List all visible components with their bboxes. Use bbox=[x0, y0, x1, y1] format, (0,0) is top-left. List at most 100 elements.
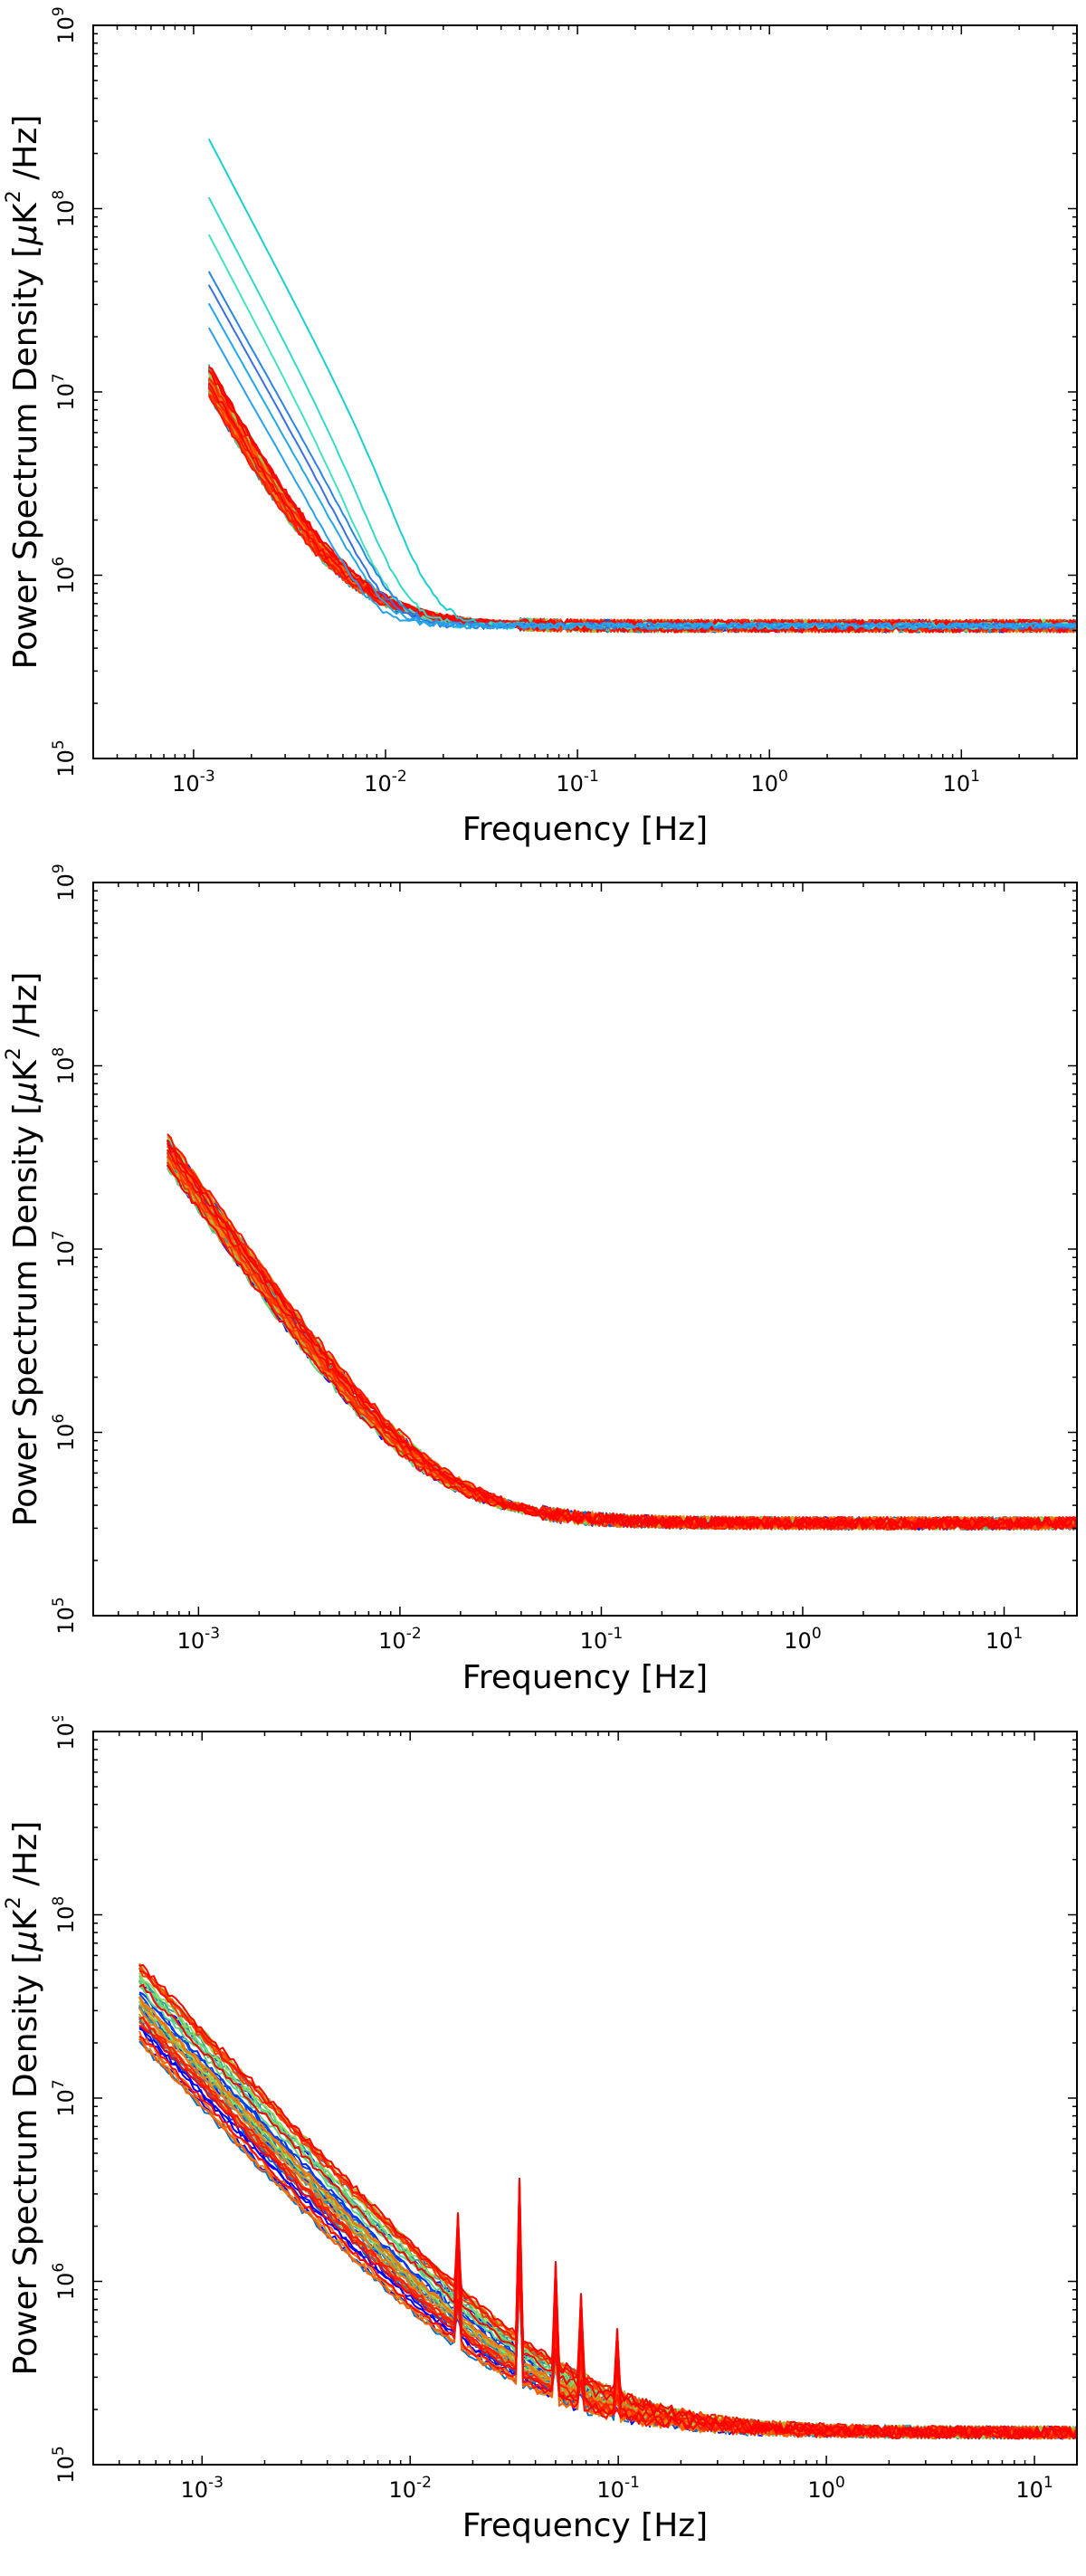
series-line-3-9 bbox=[138, 1992, 1077, 2440]
series-line-1-17 bbox=[207, 371, 1077, 634]
x-tick-label-1-2: 10-2 bbox=[364, 768, 407, 797]
series-line-1-49 bbox=[207, 369, 1077, 634]
series-line-1-40 bbox=[207, 386, 1077, 634]
series-line-3-32 bbox=[138, 2013, 1077, 2440]
series-line-3-45 bbox=[138, 2017, 1077, 2440]
chart-svg-3: 10-3 10-2 10-1 100 101 105 106 107 108 109 Frequen… bbox=[3, 1716, 1078, 2544]
axes-frame-1 bbox=[92, 24, 1078, 759]
y-tick-label-3-4: 108 bbox=[50, 1896, 79, 1933]
series-line-3-18 bbox=[138, 2008, 1077, 2439]
series-line-1-28 bbox=[208, 392, 1077, 634]
outlier-7-line-1 bbox=[207, 327, 1077, 631]
series-line-3-26 bbox=[138, 2000, 1077, 2439]
series-line-1-47 bbox=[208, 366, 1077, 634]
series-line-3-38 bbox=[138, 2030, 1077, 2440]
series-line-3-15 bbox=[138, 1967, 1077, 2439]
series-line-2-50 bbox=[166, 1142, 1077, 1531]
chart-panel-2: 10-3 10-2 10-1 100 101 105 106 107 108 109 Frequen… bbox=[0, 858, 1086, 1716]
series-line-1-32 bbox=[208, 384, 1077, 634]
y-axis-title-3: Power Spectrum Density [μK2 /Hz] bbox=[3, 1821, 44, 2376]
y-tick-label-2-3: 107 bbox=[50, 1230, 79, 1267]
chart-panel-1: 10-3 10-2 10-1 100 101 105 106 107 108 109 Frequen… bbox=[0, 0, 1086, 858]
series-line-3-37 bbox=[138, 1997, 1077, 2439]
series-line-1-29 bbox=[207, 373, 1077, 634]
series-line-3-42 bbox=[138, 1968, 1077, 2439]
series-line-1-12 bbox=[207, 368, 1077, 634]
series-line-3-22 bbox=[138, 1980, 1077, 2439]
series-line-1-33 bbox=[208, 395, 1077, 634]
x-tick-label-1-3: 10-1 bbox=[556, 768, 599, 797]
series-line-3-49 bbox=[138, 1983, 1077, 2440]
y-tick-label-1-4: 108 bbox=[50, 190, 79, 227]
series-line-3-27 bbox=[138, 1971, 1077, 2440]
series-line-3-50 bbox=[138, 1964, 1077, 2440]
x-tick-label-2-3: 10-1 bbox=[580, 1625, 624, 1654]
series-line-3-7 bbox=[138, 1991, 1077, 2439]
chart-svg-1: 10-3 10-2 10-1 100 101 105 106 107 108 109 Frequen… bbox=[3, 6, 1078, 848]
y-tick-label-2-5: 109 bbox=[50, 863, 79, 901]
y-tick-label-2-2: 106 bbox=[50, 1414, 79, 1451]
series-line-1-35 bbox=[207, 386, 1077, 634]
series-line-3-25 bbox=[138, 1963, 1077, 2440]
series-line-3-41 bbox=[138, 1963, 1077, 2440]
series-line-1-42 bbox=[208, 369, 1077, 634]
series-line-3-46 bbox=[138, 1970, 1077, 2440]
series-line-3-40 bbox=[138, 1964, 1077, 2440]
series-line-1-41 bbox=[207, 393, 1077, 634]
series-line-3-33 bbox=[138, 2003, 1077, 2440]
series-line-3-19 bbox=[138, 1975, 1077, 2440]
x-tick-label-1-4: 100 bbox=[751, 768, 788, 797]
series-line-2-22 bbox=[167, 1156, 1077, 1531]
plot-area-2 bbox=[166, 1133, 1077, 1531]
series-line-1-36 bbox=[207, 388, 1077, 634]
x-tick-label-2-1: 10-3 bbox=[177, 1625, 221, 1654]
outlier-6-line-1 bbox=[207, 302, 1077, 631]
series-line-3-1 bbox=[138, 1980, 1077, 2440]
series-line-1-30 bbox=[207, 370, 1077, 634]
x-tick-label-3-1: 10-3 bbox=[180, 2474, 224, 2503]
series-line-1-11 bbox=[207, 371, 1077, 634]
series-line-3-3 bbox=[138, 2026, 1077, 2440]
y-tick-label-2-1: 105 bbox=[50, 1597, 79, 1634]
series-line-3-48 bbox=[138, 2024, 1077, 2440]
series-line-3-28 bbox=[138, 2015, 1077, 2440]
ticks-1 bbox=[92, 24, 1078, 759]
series-line-3-21 bbox=[138, 1980, 1077, 2439]
series-line-3-23 bbox=[138, 1985, 1077, 2440]
axes-frame-3 bbox=[92, 1731, 1078, 2466]
series-line-3-13 bbox=[138, 2001, 1077, 2440]
series-line-3-24 bbox=[138, 1978, 1077, 2440]
series-line-1-20 bbox=[207, 364, 1077, 634]
x-axis-title-2: Frequency [Hz] bbox=[462, 1659, 708, 1696]
series-line-1-15 bbox=[207, 369, 1077, 634]
series-line-2-33 bbox=[167, 1159, 1077, 1531]
series-line-3-34 bbox=[138, 2036, 1077, 2440]
series-line-1-7 bbox=[207, 386, 1077, 634]
x-tick-label-3-2: 10-2 bbox=[388, 2474, 432, 2503]
series-line-1-1 bbox=[207, 372, 1077, 634]
series-line-3-20 bbox=[138, 2000, 1077, 2440]
x-axis-title-1: Frequency [Hz] bbox=[462, 811, 708, 848]
series-line-3-17 bbox=[138, 2018, 1077, 2440]
x-tick-label-3-3: 10-1 bbox=[596, 2474, 640, 2503]
series-line-3-11 bbox=[138, 1996, 1077, 2440]
series-line-3-4 bbox=[138, 2037, 1077, 2440]
series-line-3-43 bbox=[138, 2021, 1077, 2440]
y-tick-label-1-5: 109 bbox=[50, 6, 79, 43]
series-line-3-29 bbox=[138, 1997, 1077, 2439]
series-line-3-12 bbox=[138, 2020, 1077, 2439]
x-tick-label-1-1: 10-3 bbox=[172, 768, 215, 797]
series-line-3-10 bbox=[138, 2016, 1077, 2440]
series-line-1-5 bbox=[207, 368, 1077, 634]
series-line-1-46 bbox=[207, 395, 1077, 634]
series-line-1-24 bbox=[207, 376, 1077, 634]
series-line-1-2 bbox=[207, 387, 1077, 634]
series-line-3-39 bbox=[138, 2037, 1077, 2439]
series-line-1-18 bbox=[207, 390, 1077, 634]
series-line-1-45 bbox=[207, 386, 1077, 634]
series-line-3-35 bbox=[138, 1996, 1077, 2439]
series-line-1-48 bbox=[208, 366, 1077, 634]
series-line-3-44 bbox=[138, 2016, 1077, 2439]
y-tick-label-1-1: 105 bbox=[50, 739, 79, 777]
series-line-3-2 bbox=[138, 2027, 1077, 2440]
